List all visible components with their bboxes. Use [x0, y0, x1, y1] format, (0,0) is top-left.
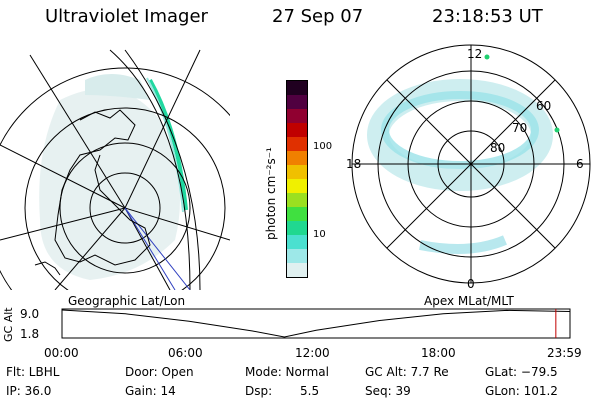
- ip-status: IP: 36.0: [6, 384, 52, 398]
- colorbar-swatch: [287, 263, 307, 277]
- mlt-label-12: 12: [467, 47, 482, 61]
- coastline: [54, 109, 151, 266]
- aurora-haze-2: [85, 74, 150, 100]
- lat-label-80: 80: [490, 141, 505, 155]
- door-status: Door: Open: [125, 365, 194, 379]
- limb-curve: [124, 49, 201, 290]
- aurora-oval-core: [381, 91, 539, 169]
- aurora-arc-edge: [146, 77, 184, 213]
- meridian: [29, 54, 126, 209]
- mlt-label-18: 18: [346, 157, 361, 171]
- polar-plot: 80 70 60 12 18 6 0: [346, 44, 591, 291]
- lat-circle-inner: [89, 172, 161, 244]
- dsp-value: 5.5: [300, 384, 320, 398]
- gc-alt-status: GC Alt: 7.7 Re: [365, 365, 449, 379]
- lat-circle-far: [0, 67, 230, 290]
- lat-label-60: 60: [536, 99, 551, 113]
- glat-status: GLat: −79.5: [485, 365, 558, 379]
- x-tick-0600: 06:00: [168, 346, 203, 360]
- mag-meridian: [124, 207, 191, 290]
- colorbar-swatch: [287, 123, 307, 137]
- mlt-label-6: 6: [576, 157, 584, 171]
- seq-status: Seq: 39: [365, 384, 411, 398]
- colorbar-swatch: [287, 249, 307, 263]
- satellite-marker: [554, 127, 560, 133]
- mode-status: Mode: Normal: [245, 365, 329, 379]
- colorbar-tick-100: 100: [313, 141, 333, 152]
- colorbar-swatch: [287, 81, 307, 95]
- colorbar-swatch: [287, 235, 307, 249]
- x-tick-2359: 23:59: [547, 346, 582, 360]
- colorbar-tick-10: 10: [313, 229, 326, 240]
- dsp-label: Dsp:: [245, 384, 273, 398]
- meridian: [124, 49, 201, 209]
- timeline-left-label: Geographic Lat/Lon: [68, 294, 186, 308]
- meridian: [54, 207, 126, 290]
- aurora-patch: [419, 235, 507, 254]
- colorbar-swatch: [287, 221, 307, 235]
- polar-diagonal: [386, 79, 556, 249]
- colorbar-swatch: [287, 179, 307, 193]
- colorbar-swatch: [287, 165, 307, 179]
- x-tick-0000: 00:00: [44, 346, 79, 360]
- coastline-detail: [34, 261, 61, 276]
- meridian: [124, 207, 230, 241]
- satellite-marker: [484, 54, 490, 60]
- timeline-y-tick-9: 9.0: [20, 307, 40, 321]
- geographic-image-panel: [0, 49, 230, 290]
- lat-circle-mid: [59, 142, 191, 274]
- colorbar-swatch: [287, 151, 307, 165]
- glon-status: GLon: 101.2: [485, 384, 558, 398]
- x-tick-1800: 18:00: [421, 346, 456, 360]
- timeline-y-axis-label: GC Alt: [2, 307, 15, 342]
- colorbar: [286, 80, 308, 278]
- lat-circle-outer: [24, 107, 226, 290]
- gain-status: Gain: 14: [125, 384, 176, 398]
- colorbar-swatch: [287, 193, 307, 207]
- instrument-title: Ultraviolet Imager: [45, 6, 208, 27]
- timeline-y-tick-1.8: 1.8: [20, 327, 40, 341]
- meridian: [0, 144, 126, 209]
- mlt-label-0: 0: [467, 277, 475, 291]
- filter-status: Flt: LBHL: [6, 365, 60, 379]
- x-tick-1200: 12:00: [295, 346, 330, 360]
- date-label: 27 Sep 07: [272, 6, 364, 27]
- limb-curve: [109, 49, 191, 290]
- timeline-plot: [61, 308, 571, 339]
- time-label: 23:18:53 UT: [432, 6, 543, 27]
- aurora-oval: [367, 79, 553, 191]
- colorbar-unit-label: photon cm⁻²s⁻¹: [264, 147, 278, 240]
- meridian: [0, 207, 126, 241]
- timeline-frame: [61, 308, 571, 339]
- colorbar-swatch: [287, 109, 307, 123]
- timeline-right-label: Apex MLat/MLT: [424, 294, 514, 308]
- gc-alt-line: [61, 309, 571, 338]
- colorbar-swatch: [287, 207, 307, 221]
- colorbar-swatch: [287, 95, 307, 109]
- lat-label-70: 70: [512, 121, 527, 135]
- colorbar-swatch: [287, 137, 307, 151]
